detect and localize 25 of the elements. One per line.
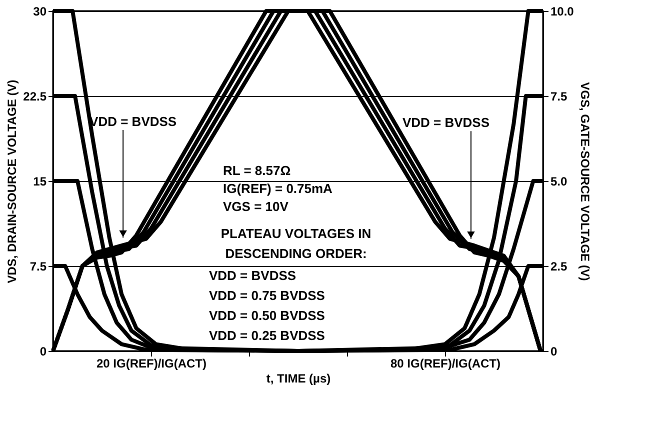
y-tick-label: 30 (33, 4, 47, 18)
annotation: DESCENDING ORDER: (225, 246, 367, 261)
annotation: VGS = 10V (223, 199, 289, 214)
y-tick-label: 22.5 (23, 90, 47, 104)
annotation: VDD = 0.50 BVDSS (209, 308, 326, 323)
y-tick-label: 7.5 (30, 260, 47, 274)
x-tick-label: 20 IG(REF)/IG(ACT) (96, 356, 206, 370)
y2-axis-title: VGS, GATE-SOURCE VOLTAGE (V) (578, 82, 592, 281)
y2-tick-label: 10.0 (550, 4, 574, 18)
annotation: RL = 8.57Ω (223, 163, 291, 178)
y2-tick-label: 0 (550, 344, 558, 358)
y-tick-label: 15 (33, 174, 47, 188)
annotation: VDD = 0.75 BVDSS (209, 288, 326, 303)
y2-tick-label: 5.0 (550, 174, 568, 188)
annotation: VDD = 0.25 BVDSS (209, 328, 326, 343)
y2-tick-label: 7.5 (550, 90, 568, 104)
annotation: VDD = BVDSS (402, 115, 490, 130)
y-axis-title: VDS, DRAIN-SOURCE VOLTAGE (V) (5, 80, 20, 284)
y-tick-label: 0 (40, 344, 47, 358)
y2-tick-label: 2.5 (550, 260, 568, 274)
x-axis-title: t, TIME (µs) (266, 372, 331, 386)
annotation: IG(REF) = 0.75mA (223, 181, 334, 196)
annotation: PLATEAU VOLTAGES IN (220, 226, 372, 241)
annotation: VDD = BVDSS (209, 268, 296, 283)
x-tick-label: 80 IG(REF)/IG(ACT) (390, 356, 500, 370)
